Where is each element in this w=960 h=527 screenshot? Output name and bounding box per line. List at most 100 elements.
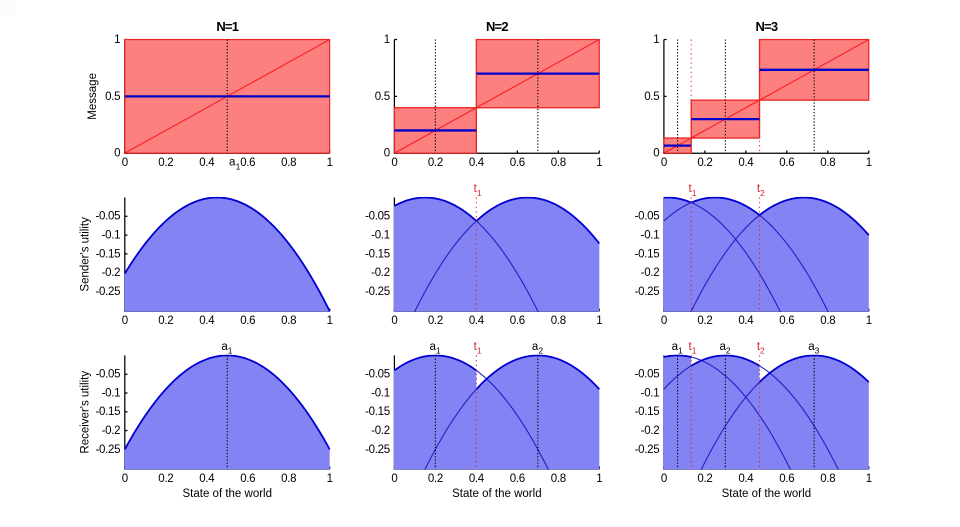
svg-text:3: 3	[815, 346, 820, 356]
svg-text:State of the world: State of the world	[722, 488, 812, 500]
svg-text:0: 0	[653, 148, 659, 160]
svg-text:t: t	[757, 183, 761, 195]
svg-text:0.8: 0.8	[281, 315, 296, 327]
svg-text:-0.25: -0.25	[95, 286, 120, 298]
svg-text:-0.1: -0.1	[102, 229, 121, 241]
svg-text:0: 0	[391, 315, 397, 327]
svg-text:1: 1	[384, 34, 390, 46]
svg-text:N=1: N=1	[216, 19, 238, 34]
svg-text:0.8: 0.8	[551, 315, 566, 327]
svg-text:1: 1	[596, 473, 602, 485]
svg-text:Sender's utility: Sender's utility	[80, 217, 92, 292]
svg-text:State of the world: State of the world	[452, 488, 542, 500]
svg-text:2: 2	[726, 346, 731, 356]
svg-text:-0.05: -0.05	[95, 211, 120, 223]
svg-text:0.5: 0.5	[644, 91, 659, 103]
svg-text:0.4: 0.4	[738, 157, 754, 169]
svg-text:-0.2: -0.2	[102, 267, 121, 279]
svg-text:State of the world: State of the world	[183, 488, 273, 500]
svg-text:-0.15: -0.15	[635, 406, 660, 418]
svg-text:1: 1	[866, 315, 872, 327]
svg-text:1: 1	[866, 473, 872, 485]
svg-text:0.2: 0.2	[428, 315, 443, 327]
svg-text:2: 2	[760, 188, 765, 198]
svg-text:0.8: 0.8	[820, 157, 835, 169]
svg-text:0.2: 0.2	[158, 315, 173, 327]
svg-text:-0.25: -0.25	[635, 286, 660, 298]
svg-text:-0.1: -0.1	[641, 387, 660, 399]
svg-text:t: t	[757, 341, 761, 353]
svg-text:0: 0	[122, 157, 128, 169]
svg-text:1: 1	[692, 346, 697, 356]
svg-text:0.2: 0.2	[428, 157, 443, 169]
svg-text:t: t	[474, 341, 478, 353]
svg-text:-0.2: -0.2	[641, 267, 660, 279]
svg-text:0: 0	[114, 148, 120, 160]
svg-text:-0.2: -0.2	[371, 267, 390, 279]
svg-text:a: a	[808, 341, 815, 353]
svg-text:0.4: 0.4	[738, 315, 754, 327]
svg-text:1: 1	[596, 157, 602, 169]
svg-text:1: 1	[114, 34, 120, 46]
svg-text:0.8: 0.8	[820, 315, 835, 327]
svg-text:0.6: 0.6	[510, 473, 525, 485]
svg-text:1: 1	[596, 315, 602, 327]
svg-text:-0.2: -0.2	[102, 425, 121, 437]
svg-text:Message: Message	[87, 73, 99, 120]
svg-text:a: a	[672, 341, 679, 353]
svg-text:a: a	[532, 341, 539, 353]
svg-text:1: 1	[436, 346, 441, 356]
svg-text:-0.05: -0.05	[365, 211, 390, 223]
svg-text:0.4: 0.4	[469, 473, 485, 485]
svg-text:0.8: 0.8	[551, 157, 566, 169]
svg-text:N=2: N=2	[486, 19, 508, 34]
svg-text:0.8: 0.8	[281, 473, 296, 485]
svg-text:-0.1: -0.1	[371, 387, 390, 399]
svg-text:0.5: 0.5	[105, 91, 120, 103]
svg-text:0.6: 0.6	[240, 157, 255, 169]
svg-text:1: 1	[327, 157, 333, 169]
svg-text:0.2: 0.2	[697, 315, 712, 327]
svg-text:0.4: 0.4	[469, 315, 485, 327]
svg-text:a: a	[221, 341, 228, 353]
svg-text:a: a	[719, 341, 726, 353]
svg-text:-0.2: -0.2	[371, 425, 390, 437]
svg-text:-0.15: -0.15	[365, 406, 390, 418]
svg-text:-0.1: -0.1	[102, 387, 121, 399]
svg-text:-0.25: -0.25	[365, 286, 390, 298]
svg-text:2: 2	[760, 346, 765, 356]
svg-text:0.4: 0.4	[469, 157, 485, 169]
svg-text:1: 1	[692, 188, 697, 198]
svg-text:0: 0	[122, 315, 128, 327]
svg-text:-0.25: -0.25	[635, 444, 660, 456]
svg-text:0: 0	[391, 157, 397, 169]
svg-text:0: 0	[661, 157, 667, 169]
svg-text:0: 0	[661, 315, 667, 327]
svg-text:0.6: 0.6	[510, 157, 525, 169]
svg-text:1: 1	[327, 473, 333, 485]
svg-text:0.6: 0.6	[240, 473, 255, 485]
svg-text:0.6: 0.6	[779, 473, 794, 485]
svg-text:0.5: 0.5	[375, 91, 390, 103]
svg-text:-0.15: -0.15	[635, 248, 660, 260]
svg-text:Receiver's utility: Receiver's utility	[80, 371, 92, 454]
svg-text:0.6: 0.6	[510, 315, 525, 327]
svg-text:1: 1	[477, 346, 482, 356]
svg-text:t: t	[474, 183, 478, 195]
svg-text:-0.15: -0.15	[95, 406, 120, 418]
svg-text:-0.25: -0.25	[365, 444, 390, 456]
svg-text:0: 0	[384, 148, 390, 160]
svg-text:0.4: 0.4	[738, 473, 754, 485]
svg-text:0.2: 0.2	[158, 473, 173, 485]
svg-text:-0.2: -0.2	[641, 425, 660, 437]
svg-text:2: 2	[538, 346, 543, 356]
svg-text:-0.15: -0.15	[365, 248, 390, 260]
svg-text:0.4: 0.4	[199, 315, 215, 327]
svg-text:0.6: 0.6	[779, 157, 794, 169]
svg-text:1: 1	[228, 346, 233, 356]
svg-text:0.4: 0.4	[199, 473, 215, 485]
svg-text:0.8: 0.8	[551, 473, 566, 485]
svg-text:-0.15: -0.15	[95, 248, 120, 260]
svg-text:1: 1	[477, 188, 482, 198]
svg-text:-0.1: -0.1	[641, 229, 660, 241]
